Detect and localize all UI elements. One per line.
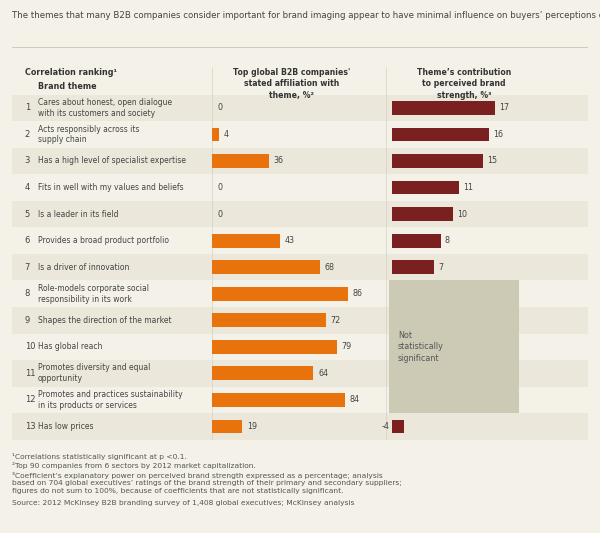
Bar xyxy=(12,121,588,148)
Bar xyxy=(392,207,452,221)
Text: 19: 19 xyxy=(247,422,257,431)
Text: 2: 2 xyxy=(25,130,30,139)
Bar xyxy=(12,228,588,254)
Bar xyxy=(212,313,326,327)
Text: Fits in well with my values and beliefs: Fits in well with my values and beliefs xyxy=(38,183,184,192)
Bar xyxy=(12,254,588,280)
Text: 3: 3 xyxy=(25,157,30,165)
Bar xyxy=(392,101,495,115)
Text: ³Coefficient’s explanatory power on perceived brand strength expressed as a perc: ³Coefficient’s explanatory power on perc… xyxy=(12,472,402,494)
Text: Not
statistically
significant: Not statistically significant xyxy=(398,331,444,363)
Text: 64: 64 xyxy=(318,369,328,378)
Bar xyxy=(12,334,588,360)
Bar xyxy=(212,367,313,380)
Text: 6: 6 xyxy=(25,236,30,245)
Bar xyxy=(12,148,588,174)
Text: 13: 13 xyxy=(25,422,35,431)
Text: ²Top 90 companies from 6 sectors by 2012 market capitalization.: ²Top 90 companies from 6 sectors by 2012… xyxy=(12,462,256,470)
Text: 0: 0 xyxy=(217,209,222,219)
Text: Acts responsibly across its
supply chain: Acts responsibly across its supply chain xyxy=(38,125,139,144)
Text: 8: 8 xyxy=(445,236,449,245)
Bar xyxy=(12,360,588,386)
Bar xyxy=(212,233,280,247)
Bar xyxy=(392,154,483,168)
Text: 15: 15 xyxy=(487,157,497,165)
Bar xyxy=(392,127,489,141)
Text: Has global reach: Has global reach xyxy=(38,342,102,351)
Bar xyxy=(12,67,588,94)
Text: Role-models corporate social
responsibility in its work: Role-models corporate social responsibil… xyxy=(38,284,149,304)
Text: 1: 1 xyxy=(25,103,30,112)
Text: 68: 68 xyxy=(325,263,334,272)
Bar xyxy=(12,94,588,121)
Text: 0: 0 xyxy=(217,103,222,112)
Bar xyxy=(212,154,269,168)
Bar xyxy=(12,174,588,201)
Text: Promotes and practices sustainability
in its products or services: Promotes and practices sustainability in… xyxy=(38,390,182,410)
Text: Is a leader in its field: Is a leader in its field xyxy=(38,209,118,219)
Text: Has a high level of specialist expertise: Has a high level of specialist expertise xyxy=(38,157,186,165)
Text: 84: 84 xyxy=(350,395,359,405)
Bar xyxy=(12,201,588,228)
Text: 79: 79 xyxy=(342,342,352,351)
Text: Shapes the direction of the market: Shapes the direction of the market xyxy=(38,316,172,325)
Text: 8: 8 xyxy=(25,289,30,298)
Text: 86: 86 xyxy=(353,289,363,298)
Text: ¹Correlations statistically significant at p <0.1.: ¹Correlations statistically significant … xyxy=(12,453,187,460)
Text: Theme’s contribution
to perceived brand
strength, %³: Theme’s contribution to perceived brand … xyxy=(417,68,511,100)
Bar xyxy=(212,419,242,433)
Text: Cares about honest, open dialogue
with its customers and society: Cares about honest, open dialogue with i… xyxy=(38,98,172,118)
Text: 11: 11 xyxy=(463,183,473,192)
Text: 0: 0 xyxy=(217,183,222,192)
Bar xyxy=(389,280,519,413)
Text: Is a driver of innovation: Is a driver of innovation xyxy=(38,263,129,272)
Text: -4: -4 xyxy=(382,422,389,431)
Text: Promotes diversity and equal
opportunity: Promotes diversity and equal opportunity xyxy=(38,364,150,383)
Text: 10: 10 xyxy=(457,209,467,219)
Text: Provides a broad product portfolio: Provides a broad product portfolio xyxy=(38,236,169,245)
Text: 4: 4 xyxy=(25,183,30,192)
Bar xyxy=(12,280,588,307)
Text: Has low prices: Has low prices xyxy=(38,422,94,431)
Bar xyxy=(212,393,345,407)
Text: 5: 5 xyxy=(25,209,30,219)
Text: 7: 7 xyxy=(439,263,443,272)
Text: Brand theme: Brand theme xyxy=(38,82,97,91)
Bar xyxy=(212,287,348,301)
Bar xyxy=(12,413,588,440)
Bar xyxy=(212,340,337,354)
Text: Top global B2B companies'
stated affiliation with
theme, %²: Top global B2B companies' stated affilia… xyxy=(233,68,350,100)
Text: The themes that many B2B companies consider important for brand imaging appear t: The themes that many B2B companies consi… xyxy=(12,11,600,20)
Text: 72: 72 xyxy=(331,316,341,325)
Text: Correlation ranking¹: Correlation ranking¹ xyxy=(25,68,116,77)
Bar xyxy=(392,233,440,247)
Bar xyxy=(392,181,458,195)
Text: 10: 10 xyxy=(25,342,35,351)
Text: 43: 43 xyxy=(285,236,295,245)
Text: 17: 17 xyxy=(499,103,509,112)
Bar xyxy=(212,127,219,141)
Text: 4: 4 xyxy=(223,130,229,139)
Text: 11: 11 xyxy=(25,369,35,378)
Bar xyxy=(12,307,588,334)
Bar xyxy=(392,260,434,274)
Text: Source: 2012 McKinsey B2B branding survey of 1,408 global executives; McKinsey a: Source: 2012 McKinsey B2B branding surve… xyxy=(12,500,355,506)
Bar xyxy=(212,260,320,274)
Text: 9: 9 xyxy=(25,316,30,325)
Bar xyxy=(392,419,404,433)
Text: 16: 16 xyxy=(493,130,503,139)
Text: 12: 12 xyxy=(25,395,35,405)
Text: 36: 36 xyxy=(274,157,284,165)
Text: 7: 7 xyxy=(25,263,30,272)
Bar xyxy=(12,386,588,413)
